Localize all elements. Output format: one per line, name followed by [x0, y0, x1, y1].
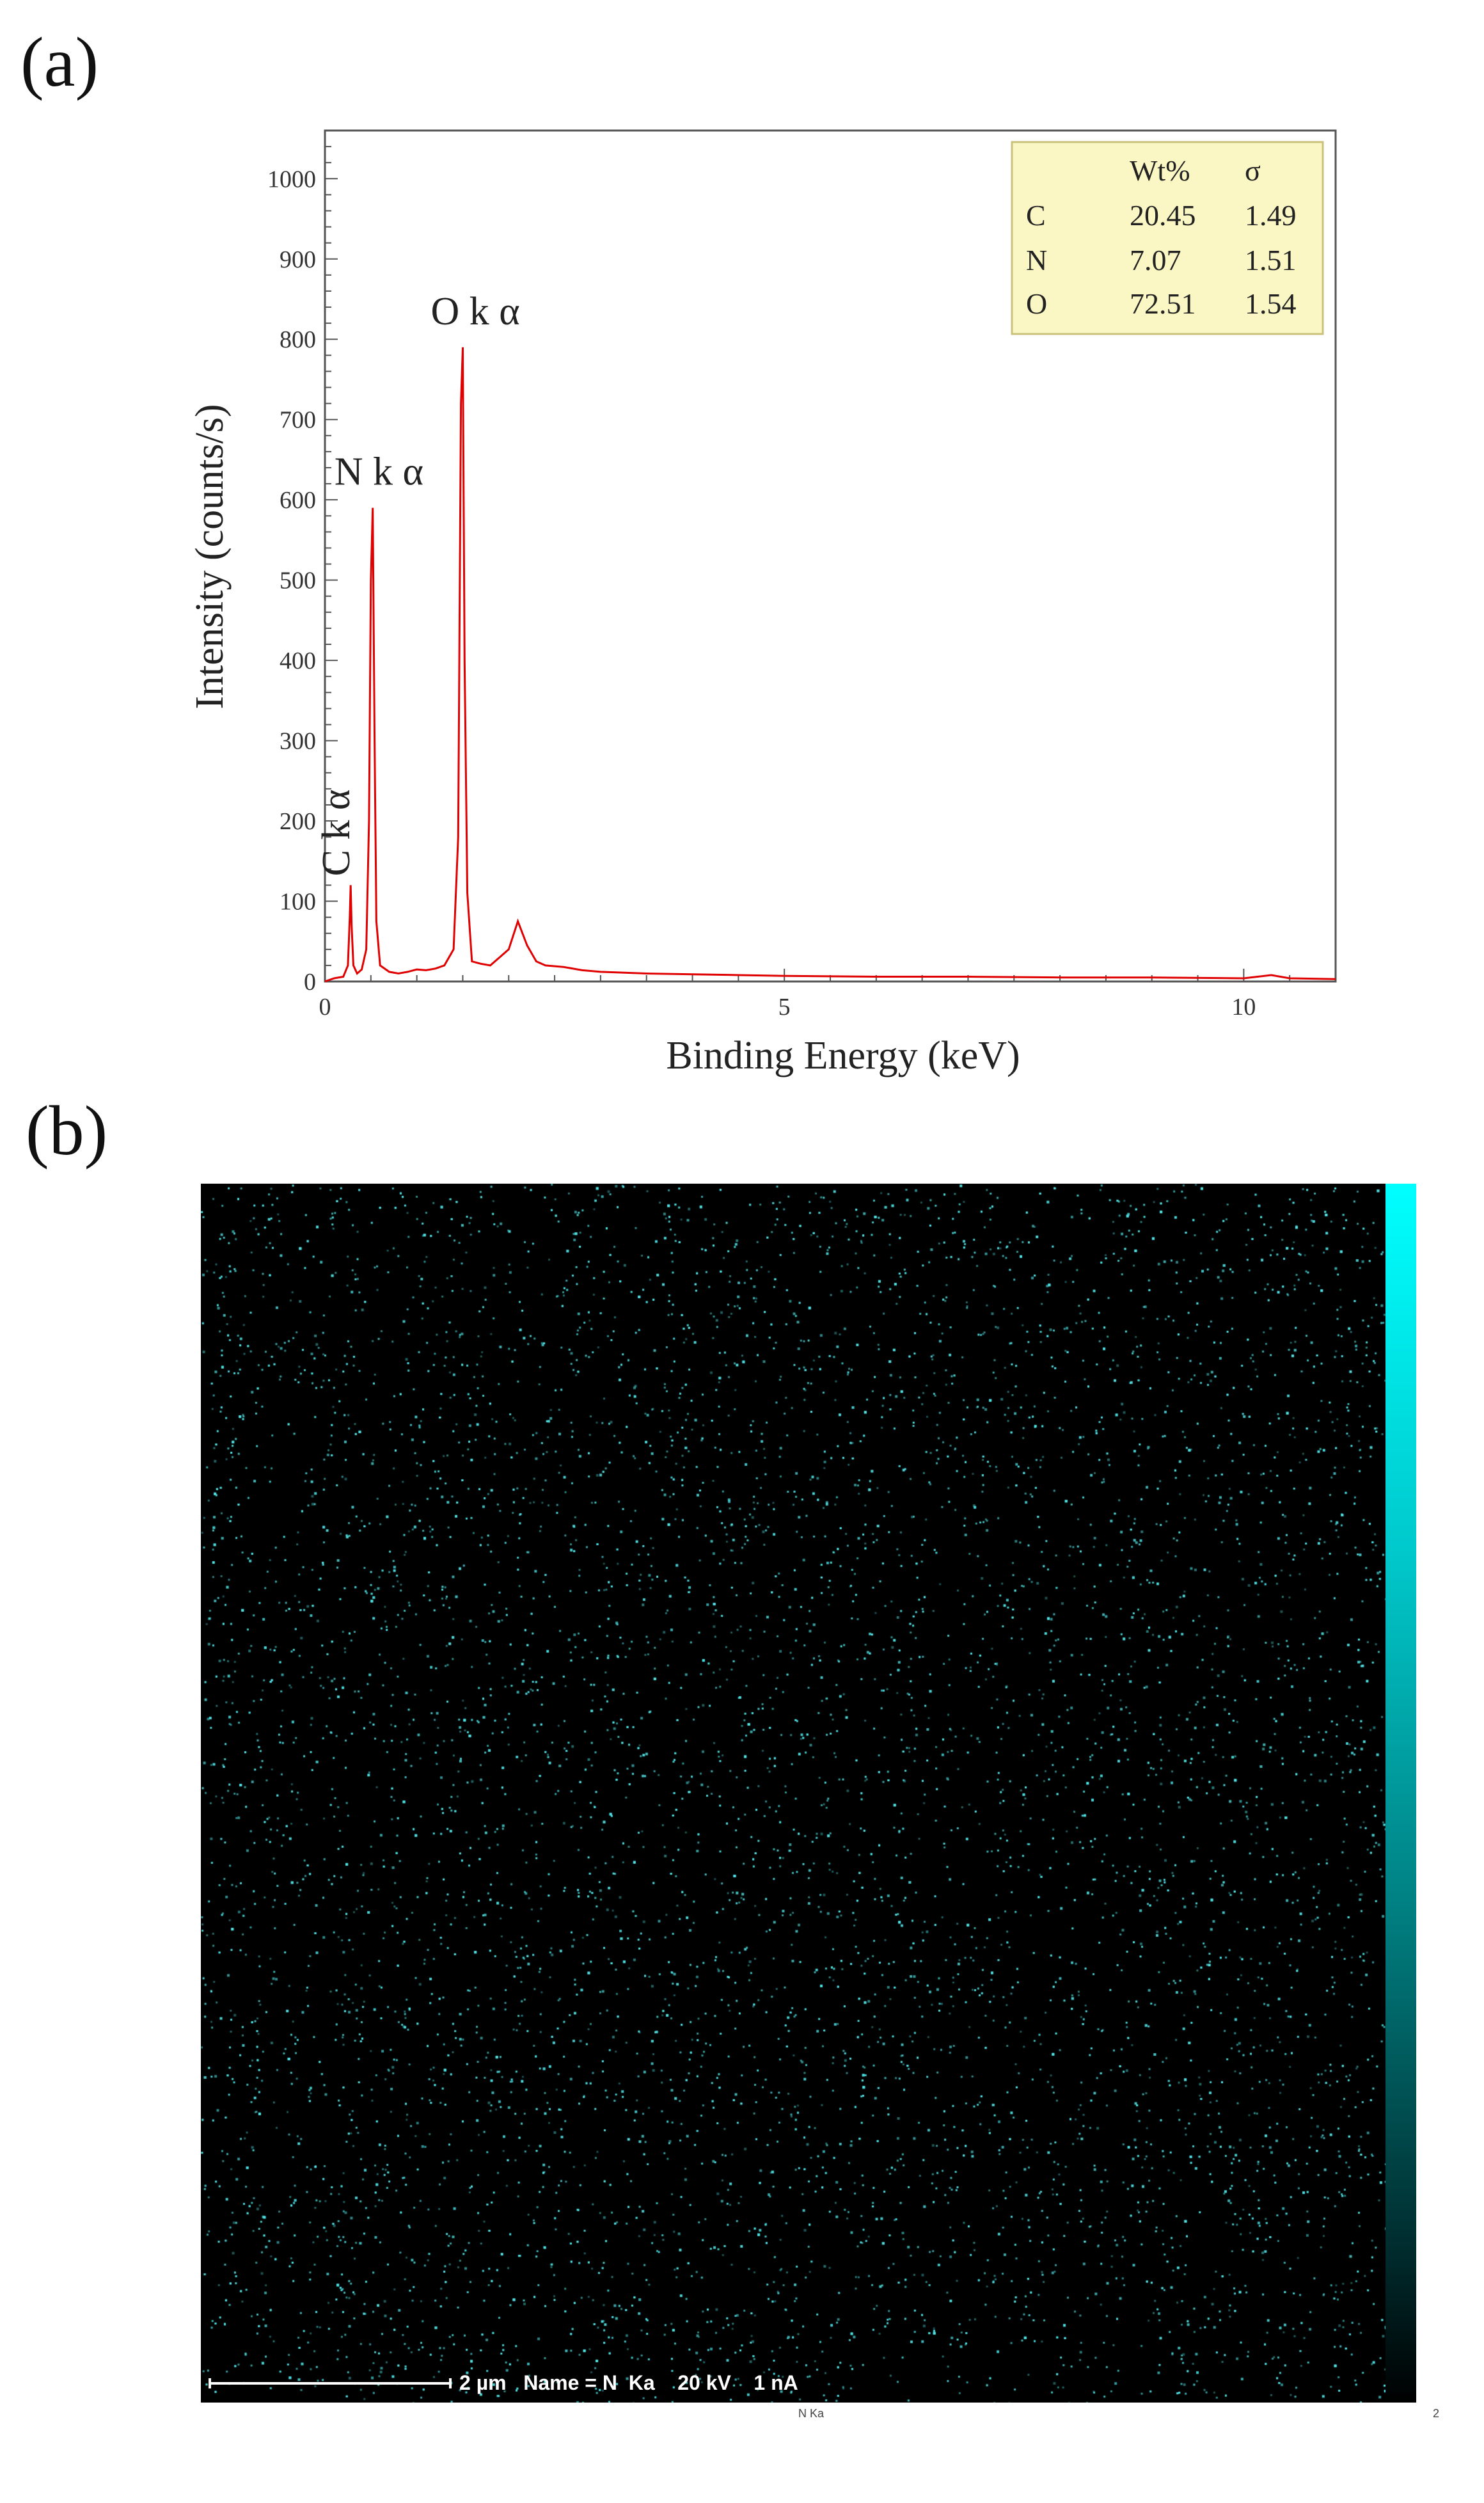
table-cell: 7.07 [1130, 244, 1181, 276]
composition-table: Wt% σ C 20.45 1.49 N 7.07 1.51 O 72.51 1.54 [1011, 141, 1324, 335]
y-tick-label: 700 [280, 407, 316, 434]
y-tick-label: 100 [280, 889, 316, 916]
y-tick-label: 0 [304, 969, 316, 996]
x-axis: 0 5 10 [319, 969, 1336, 1021]
map-sub-label: N Ka [798, 2407, 825, 2420]
x-axis-title: Binding Energy (keV) [666, 1034, 1020, 1077]
table-cell: O [1026, 287, 1047, 320]
y-axis-title: Intensity (counts/s) [188, 404, 232, 710]
y-tick-label: 200 [280, 808, 316, 835]
table-background [1011, 141, 1324, 335]
peak-label: O k α [430, 290, 519, 333]
table-cell: 1.51 [1245, 244, 1297, 276]
table-cell: 1.49 [1245, 199, 1297, 232]
x-tick-label: 10 [1231, 994, 1256, 1021]
y-tick-label: 800 [280, 326, 316, 353]
map-info-text: 2 µm Name = N Ka 20 kV 1 nA [459, 2371, 798, 2394]
spectrum-series-line [324, 347, 1336, 983]
y-tick-label: 400 [280, 648, 316, 674]
table-cell: C [1026, 199, 1046, 232]
intensity-colorbar [1385, 1184, 1416, 2403]
x-tick-label: 0 [319, 994, 331, 1021]
peak-label: C k α [315, 790, 358, 877]
peak-label: N k α [335, 450, 423, 494]
table-cell: 72.51 [1130, 287, 1196, 320]
y-tick-label: 600 [280, 487, 316, 514]
table-cell: 20.45 [1130, 199, 1196, 232]
table-cell: N [1026, 244, 1047, 276]
scale-bar-left-cap [209, 2378, 211, 2388]
eds-element-map: 2 µm Name = N Ka 20 kV 1 nA [201, 1184, 1416, 2403]
peak-labels: C k α N k α O k α [315, 290, 520, 877]
y-tick-label: 900 [280, 246, 316, 273]
panel-a-label: (a) [20, 23, 99, 101]
y-axis: 0 100 200 300 400 500 600 700 800 900 1000 [267, 130, 338, 996]
scale-bar [209, 2382, 452, 2385]
y-tick-label: 500 [280, 568, 316, 594]
x-tick-label: 5 [778, 994, 791, 1021]
scale-bar-right-cap [449, 2378, 452, 2388]
table-cell: 1.54 [1245, 287, 1297, 320]
y-tick-label: 1000 [267, 166, 316, 193]
map-dot-field [201, 1184, 1385, 2403]
map-corner-label: 2 [1433, 2407, 1440, 2420]
eds-spectrum-chart: 0 100 200 300 400 500 600 700 800 900 1000 0 5 10 C … [188, 129, 1337, 1077]
y-tick-label: 300 [280, 728, 316, 755]
table-header-cell: Wt% [1130, 154, 1190, 187]
panel-b-label: (b) [26, 1092, 108, 1170]
table-header-cell: σ [1245, 154, 1261, 187]
